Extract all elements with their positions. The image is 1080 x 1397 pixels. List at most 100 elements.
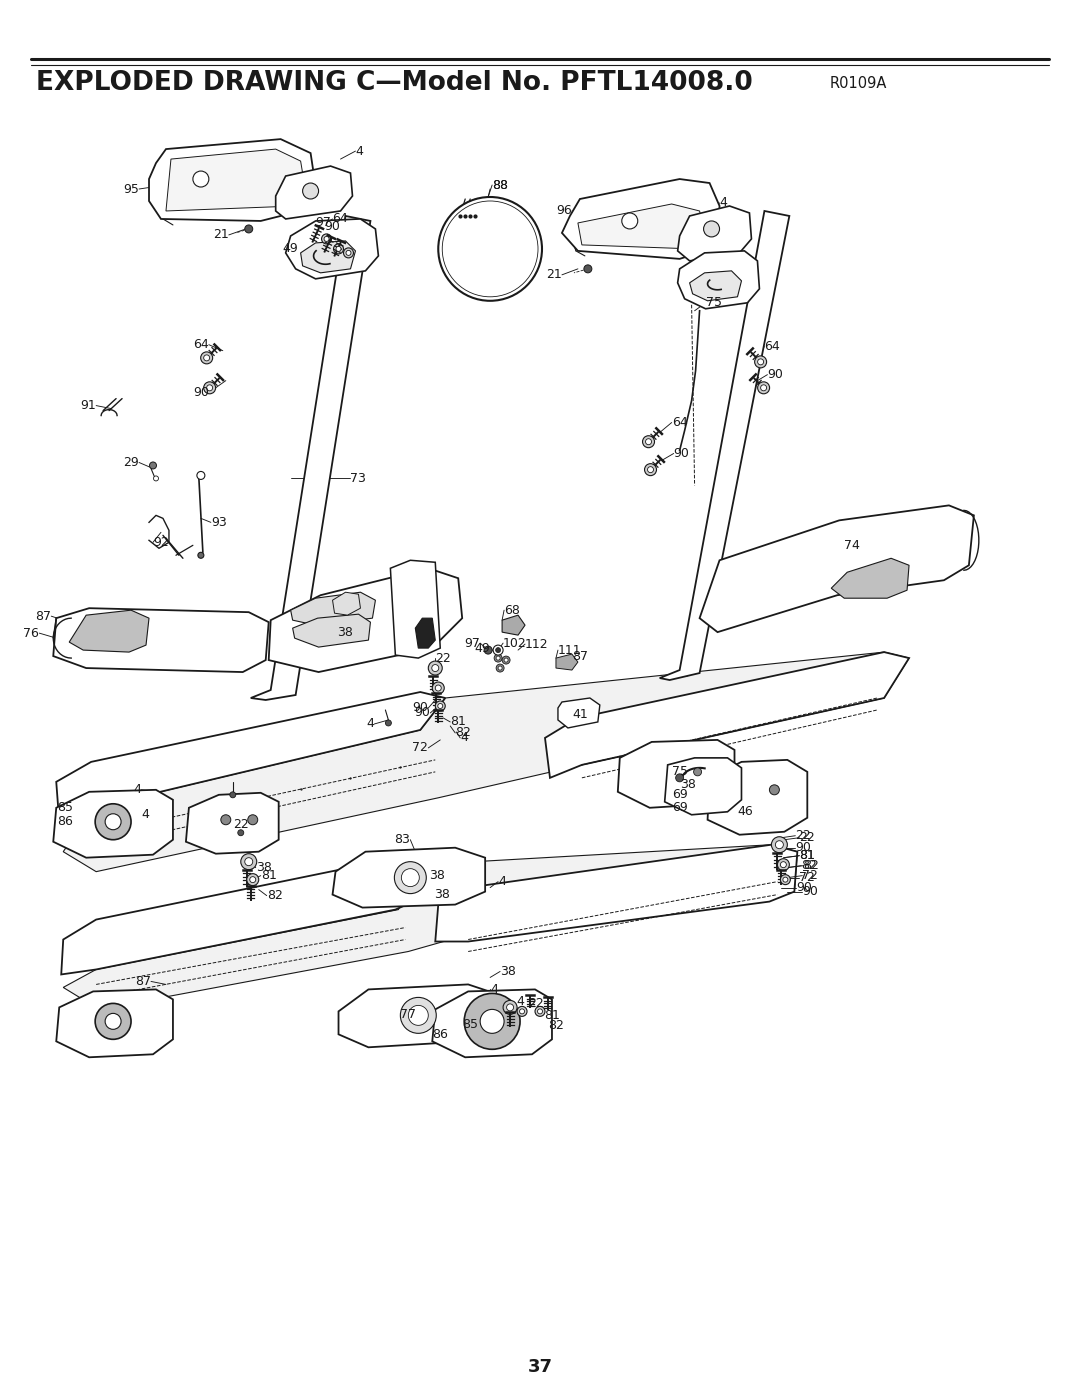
Text: 64: 64 xyxy=(193,338,208,351)
Circle shape xyxy=(238,830,244,835)
Text: 49: 49 xyxy=(283,243,299,256)
Polygon shape xyxy=(166,149,306,211)
Text: 4: 4 xyxy=(490,983,498,996)
Text: 4: 4 xyxy=(516,995,524,1007)
Circle shape xyxy=(204,381,216,394)
Circle shape xyxy=(324,236,329,242)
Text: 76: 76 xyxy=(24,627,39,640)
Circle shape xyxy=(149,462,157,469)
Polygon shape xyxy=(435,845,797,942)
Circle shape xyxy=(495,654,502,662)
Polygon shape xyxy=(56,692,445,821)
Text: 90: 90 xyxy=(795,841,811,854)
Text: 73: 73 xyxy=(351,472,366,485)
Text: 38: 38 xyxy=(256,861,271,875)
Text: 38: 38 xyxy=(434,888,450,901)
Circle shape xyxy=(464,993,521,1049)
Polygon shape xyxy=(64,845,797,1010)
Polygon shape xyxy=(64,652,909,872)
Text: 4: 4 xyxy=(719,197,728,210)
Polygon shape xyxy=(390,560,441,658)
Circle shape xyxy=(402,869,419,887)
Circle shape xyxy=(193,170,208,187)
Text: 4: 4 xyxy=(460,732,468,745)
Polygon shape xyxy=(618,740,734,807)
Text: 4: 4 xyxy=(355,145,363,158)
Circle shape xyxy=(432,665,438,672)
Text: 41: 41 xyxy=(572,708,588,721)
Text: 112: 112 xyxy=(525,637,549,651)
Circle shape xyxy=(322,233,332,244)
Polygon shape xyxy=(56,989,173,1058)
Text: 90: 90 xyxy=(802,886,819,898)
Polygon shape xyxy=(578,204,705,249)
Circle shape xyxy=(249,877,256,883)
Text: 82: 82 xyxy=(267,888,283,902)
Circle shape xyxy=(247,814,258,824)
Text: 4: 4 xyxy=(366,718,375,731)
Text: 64: 64 xyxy=(672,416,687,429)
Circle shape xyxy=(302,183,319,198)
Circle shape xyxy=(769,785,780,795)
Circle shape xyxy=(645,464,657,475)
Circle shape xyxy=(346,250,351,256)
Polygon shape xyxy=(545,652,909,778)
Circle shape xyxy=(245,225,253,233)
Circle shape xyxy=(435,701,445,711)
Text: 82: 82 xyxy=(548,1018,564,1032)
Circle shape xyxy=(507,1004,514,1011)
Polygon shape xyxy=(664,759,742,814)
Text: 22: 22 xyxy=(528,997,544,1010)
Polygon shape xyxy=(53,608,269,672)
Text: 90: 90 xyxy=(193,386,208,400)
Circle shape xyxy=(432,682,444,694)
Text: 81: 81 xyxy=(260,869,276,882)
Circle shape xyxy=(437,704,443,708)
Text: R0109A: R0109A xyxy=(829,75,887,91)
Text: 91: 91 xyxy=(80,400,96,412)
Circle shape xyxy=(729,787,740,796)
Text: 90: 90 xyxy=(415,707,430,719)
Text: 46: 46 xyxy=(738,805,753,819)
Text: 74: 74 xyxy=(845,539,860,552)
Text: 87: 87 xyxy=(135,975,151,988)
Text: 81: 81 xyxy=(799,849,815,862)
Polygon shape xyxy=(707,760,808,835)
Text: 87: 87 xyxy=(36,609,51,623)
Circle shape xyxy=(198,552,204,559)
Polygon shape xyxy=(660,211,789,680)
Text: 96: 96 xyxy=(556,204,572,218)
Circle shape xyxy=(435,685,442,692)
Circle shape xyxy=(343,247,353,258)
Circle shape xyxy=(245,858,253,866)
Text: 85: 85 xyxy=(57,802,73,814)
Text: 21: 21 xyxy=(213,229,229,242)
Text: 90: 90 xyxy=(768,369,783,381)
Text: 75: 75 xyxy=(705,296,721,309)
Polygon shape xyxy=(700,506,974,631)
Circle shape xyxy=(95,803,131,840)
Polygon shape xyxy=(69,610,149,652)
Polygon shape xyxy=(432,989,552,1058)
Text: 21: 21 xyxy=(546,268,562,281)
Polygon shape xyxy=(562,179,719,258)
Text: 88: 88 xyxy=(492,179,508,191)
Text: 29: 29 xyxy=(123,455,139,469)
Circle shape xyxy=(646,439,651,444)
Circle shape xyxy=(429,661,442,675)
Circle shape xyxy=(703,221,719,237)
Text: 90: 90 xyxy=(796,882,812,894)
Text: 97: 97 xyxy=(464,637,481,650)
Text: 97: 97 xyxy=(315,217,332,229)
Polygon shape xyxy=(333,592,361,615)
Circle shape xyxy=(206,384,213,391)
Text: 38: 38 xyxy=(337,626,352,638)
Polygon shape xyxy=(556,654,578,671)
Text: 86: 86 xyxy=(432,1028,448,1041)
Circle shape xyxy=(336,246,341,251)
Circle shape xyxy=(408,1006,429,1025)
Circle shape xyxy=(442,201,538,296)
Circle shape xyxy=(771,837,787,852)
Circle shape xyxy=(535,1006,545,1017)
Circle shape xyxy=(386,719,391,726)
